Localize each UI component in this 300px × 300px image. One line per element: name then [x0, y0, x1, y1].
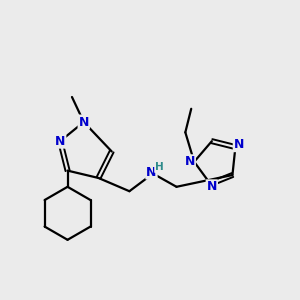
Text: N: N [184, 155, 195, 168]
Text: H: H [155, 162, 164, 172]
Text: N: N [146, 166, 157, 178]
Text: N: N [207, 180, 217, 193]
Text: N: N [79, 116, 89, 128]
Text: N: N [55, 135, 65, 148]
Text: N: N [234, 138, 244, 151]
